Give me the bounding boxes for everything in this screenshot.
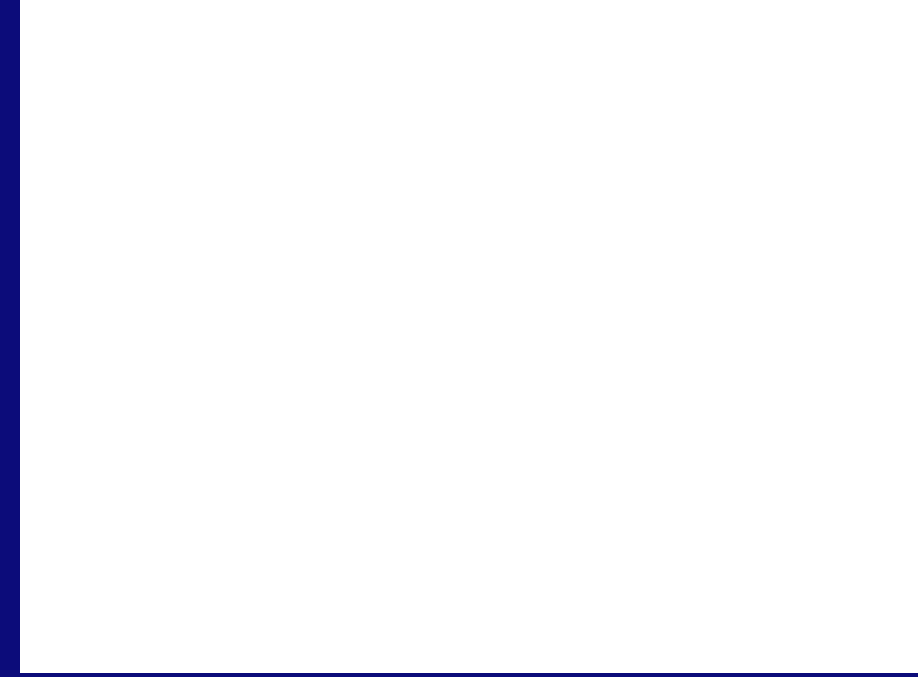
plot-panel [20, 0, 918, 673]
